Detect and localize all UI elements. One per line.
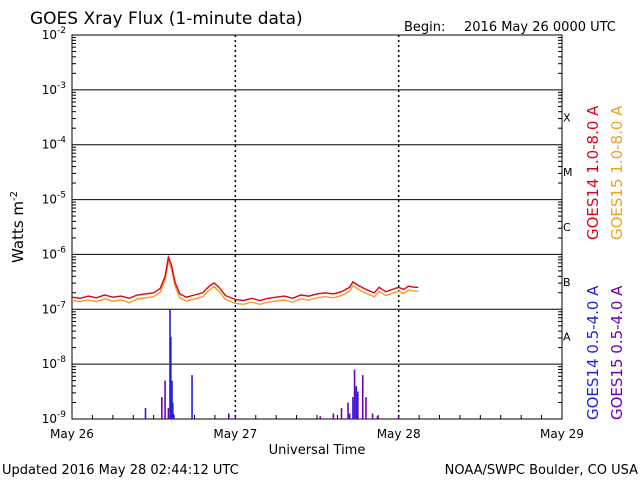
x-tick-label: May 27 [213,427,257,441]
series-layer [71,254,419,419]
legend-goes14-long: GOES14 1.0-8.0 A [584,105,602,240]
grid-lines [72,35,562,419]
svg-text:Watts m-2: Watts m-2 [9,191,27,263]
y-tick-label: 10-4 [42,136,67,152]
credit-text: NOAA/SWPC Boulder, CO USA [445,463,638,478]
legend-goes15-long: GOES15 1.0-8.0 A [608,105,626,240]
updated-timestamp: Updated 2016 May 28 02:44:12 UTC [2,463,239,478]
x-tick-label: May 29 [540,427,584,441]
legend-goes14-short: GOES14 0.5-4.0 A [584,285,602,420]
y-tick-label: 10-3 [42,81,66,97]
legend-goes15-short: GOES15 0.5-4.0 A [608,285,626,420]
y-tick-label: 10-8 [42,355,67,371]
begin-value: 2016 May 26 0000 UTC [464,20,616,35]
series-line-1 [71,258,419,306]
x-axis-ticks: May 26 May 27 May 28 May 29 [50,415,584,441]
x-tick-label: May 26 [50,427,94,441]
series-line-0 [71,254,419,302]
y-axis-label-base: Watts m [9,201,27,263]
y-tick-label: 10-2 [42,26,66,42]
y-axis-ticks: 10-9 10-8 10-7 10-6 10-5 10-4 10-3 10-2 [42,26,562,426]
chart-title: GOES Xray Flux (1-minute data) [30,9,303,29]
begin-label: Begin: [404,20,445,35]
flare-class-c: C [563,221,571,234]
plot-frame [71,34,563,420]
y-tick-label: 10-5 [42,191,66,207]
y-tick-label: 10-9 [42,410,67,426]
y-tick-label: 10-6 [42,245,67,261]
flare-class-m: M [563,166,573,179]
x-axis-label: Universal Time [269,443,366,458]
y-tick-label: 10-7 [42,300,66,316]
flare-class-b: B [563,276,571,289]
flare-class-x: X [563,111,571,124]
flare-class-labels: A B C M X [563,111,573,343]
y-axis-label: Watts m-2 [9,191,27,263]
flare-class-a: A [563,331,571,344]
y-axis-label-exp: -2 [9,191,20,201]
x-tick-label: May 28 [377,427,421,441]
